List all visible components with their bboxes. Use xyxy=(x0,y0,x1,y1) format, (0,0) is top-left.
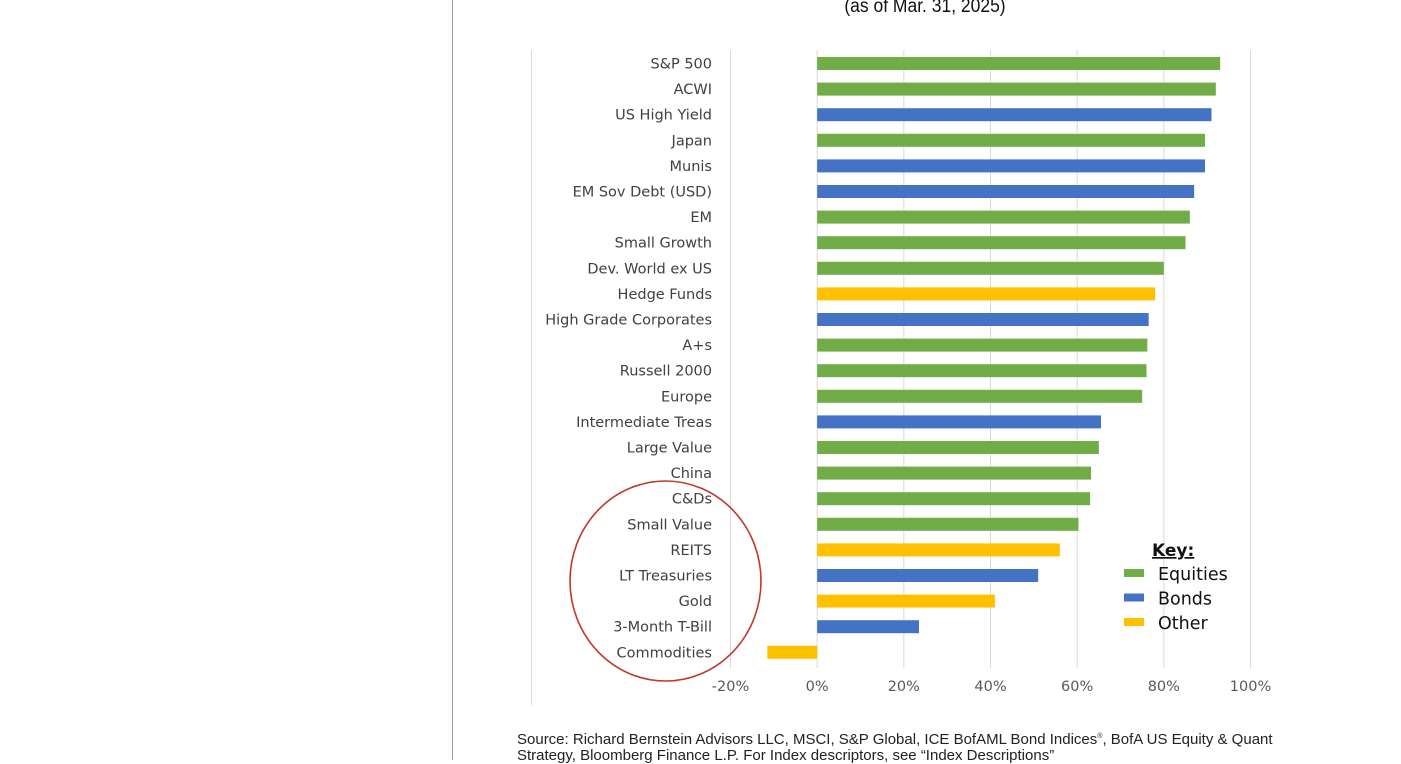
bar-a-s xyxy=(817,338,1148,352)
bar-russell-2000 xyxy=(817,364,1147,378)
category-label-high-grade-corporates: High Grade Corporates xyxy=(545,313,712,329)
chart-subtitle: (as of Mar. 31, 2025) xyxy=(844,0,1006,17)
legend-swatch-other xyxy=(1124,618,1144,626)
bar-europe xyxy=(817,389,1143,403)
legend-label-equities: Equities xyxy=(1158,565,1228,585)
bar-small-value xyxy=(817,517,1079,531)
bar-large-value xyxy=(817,441,1099,454)
bars xyxy=(767,57,1221,659)
bar-us-high-yield xyxy=(817,108,1212,122)
bar-intermediate-treas xyxy=(817,415,1101,429)
category-label-candds: C&Ds xyxy=(672,492,712,508)
x-axis-ticks: -20% 0% 20% 40% 60% 80% 100% xyxy=(712,679,1271,695)
category-labels: S&P 500 ACWI US High Yield Japan Munis EM Sov… xyxy=(545,57,712,662)
x-tick-label: 40% xyxy=(974,679,1006,695)
bar-hedge-funds xyxy=(817,287,1156,301)
bar-em xyxy=(817,210,1190,224)
category-label-em-sov-debt-usd: EM Sov Debt (USD) xyxy=(573,185,712,201)
category-label-lt-treasuries: LT Treasuries xyxy=(619,569,712,585)
category-label-munis: Munis xyxy=(670,159,712,175)
bar-china xyxy=(817,466,1092,480)
category-label-large-value: Large Value xyxy=(627,441,712,457)
x-tick-label: 60% xyxy=(1061,679,1093,695)
x-tick-label: 100% xyxy=(1230,679,1271,695)
x-tick-label: 20% xyxy=(888,679,920,695)
legend-label-bonds: Bonds xyxy=(1158,590,1212,610)
bar-high-grade-corporates xyxy=(817,313,1149,326)
category-label-europe: Europe xyxy=(661,389,712,405)
category-label-commodities: Commodities xyxy=(616,645,712,661)
category-label-japan: Japan xyxy=(671,133,712,149)
vertical-divider xyxy=(452,0,453,760)
legend-swatch-bonds xyxy=(1124,593,1144,602)
bar-lt-treasuries xyxy=(817,569,1039,582)
bar-3-month-t-bill xyxy=(817,620,919,634)
category-label-china: China xyxy=(671,466,712,482)
category-label-small-value: Small Value xyxy=(627,517,712,533)
annotation xyxy=(569,480,762,682)
category-label-reits: REITS xyxy=(670,543,712,559)
gridlines xyxy=(531,50,1251,705)
category-label-hedge-funds: Hedge Funds xyxy=(618,287,712,303)
category-label-intermediate-treas: Intermediate Treas xyxy=(576,415,712,431)
category-label-us-high-yield: US High Yield xyxy=(615,108,712,124)
source-text-1: Source: Richard Bernstein Advisors LLC, … xyxy=(517,731,1098,748)
bar-munis xyxy=(817,159,1205,173)
bar-commodities xyxy=(767,645,818,659)
bar-small-growth xyxy=(817,236,1186,250)
bar-sandp-500 xyxy=(817,57,1221,70)
x-tick-label: 80% xyxy=(1148,679,1180,695)
category-label-sandp-500: S&P 500 xyxy=(650,57,712,73)
bar-dev-world-ex-us xyxy=(817,261,1164,275)
bar-reits xyxy=(817,543,1060,557)
legend-title: Key: xyxy=(1152,541,1194,561)
category-label-russell-2000: Russell 2000 xyxy=(620,364,712,380)
registered-mark: ® xyxy=(1097,733,1103,740)
category-label-gold: Gold xyxy=(679,594,712,610)
category-label-a-s: A+s xyxy=(682,338,712,354)
category-label-em: EM xyxy=(690,210,712,226)
legend: Key: Equities Bonds Other xyxy=(1124,541,1228,634)
source-note: Source: Richard Bernstein Advisors LLC, … xyxy=(517,729,1307,764)
category-label-3-month-t-bill: 3-Month T-Bill xyxy=(613,620,712,636)
category-label-acwi: ACWI xyxy=(674,82,712,98)
category-label-small-growth: Small Growth xyxy=(615,236,712,252)
x-tick-label: 0% xyxy=(806,679,829,695)
bar-japan xyxy=(817,133,1205,147)
bar-gold xyxy=(817,594,995,608)
legend-swatch-equities xyxy=(1124,569,1144,577)
highlight-circle xyxy=(569,480,762,682)
bar-acwi xyxy=(817,82,1216,96)
bar-candds xyxy=(817,492,1091,506)
category-label-dev-world-ex-us: Dev. World ex US xyxy=(587,261,712,277)
bar-em-sov-debt-usd xyxy=(817,185,1195,198)
legend-label-other: Other xyxy=(1158,614,1208,634)
x-tick-label: -20% xyxy=(712,679,749,695)
